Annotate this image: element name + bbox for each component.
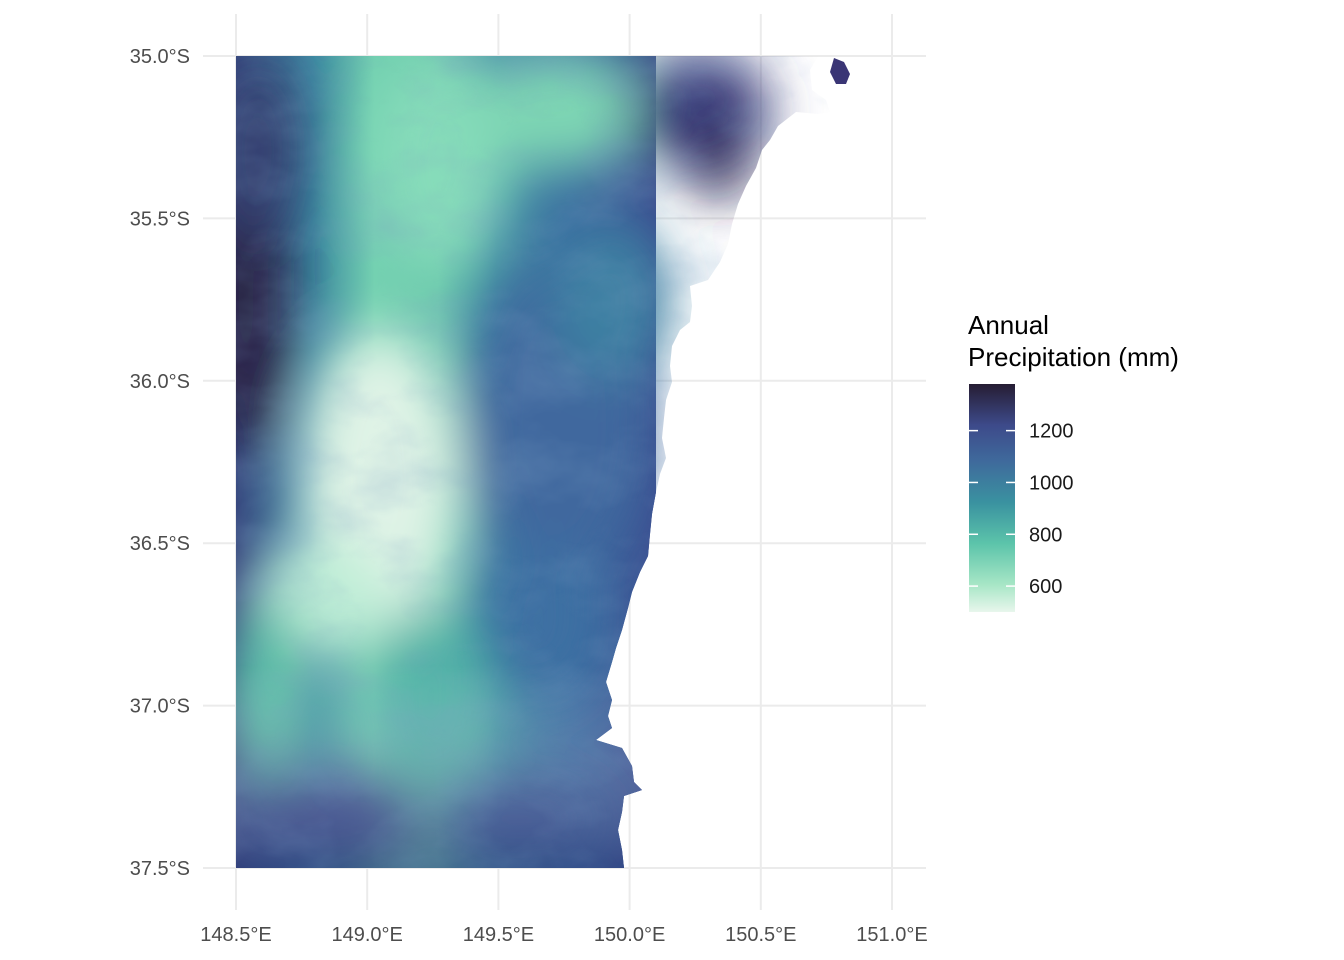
x-axis-labels: 148.5°E 149.0°E 149.5°E 150.0°E 150.5°E 151.0… — [200, 924, 927, 946]
x-tick-label: 148.5°E — [200, 924, 271, 946]
legend-colorbar — [969, 384, 1015, 612]
legend-break-label: 1200 — [1029, 421, 1074, 443]
y-tick-label: 36.5°S — [130, 533, 190, 555]
y-tick-label: 36.0°S — [130, 371, 190, 393]
legend-title-line-2: Precipitation (mm) — [968, 342, 1179, 372]
island — [830, 58, 850, 84]
x-tick-label: 149.5°E — [463, 924, 534, 946]
y-tick-label: 37.0°S — [130, 696, 190, 718]
y-tick-label: 35.5°S — [130, 208, 190, 230]
y-axis-labels: 35.0°S 35.5°S 36.0°S 36.5°S 37.0°S 37.5°S — [130, 46, 190, 880]
x-tick-label: 151.0°E — [856, 924, 927, 946]
y-tick-label: 37.5°S — [130, 858, 190, 880]
legend-break-label: 600 — [1029, 576, 1062, 598]
legend-title-line-1: Annual — [968, 310, 1049, 340]
x-tick-label: 150.5°E — [725, 924, 796, 946]
x-tick-label: 150.0°E — [594, 924, 665, 946]
legend-ticks: 1200 1000 800 600 — [969, 421, 1074, 598]
legend-break-label: 800 — [1029, 524, 1062, 546]
legend-break-label: 1000 — [1029, 472, 1074, 494]
x-tick-label: 149.0°E — [332, 924, 403, 946]
precipitation-raster — [236, 56, 830, 868]
y-tick-label: 35.0°S — [130, 46, 190, 68]
legend: Annual Precipitation (mm) 1200 1000 800 600 — [968, 310, 1179, 612]
